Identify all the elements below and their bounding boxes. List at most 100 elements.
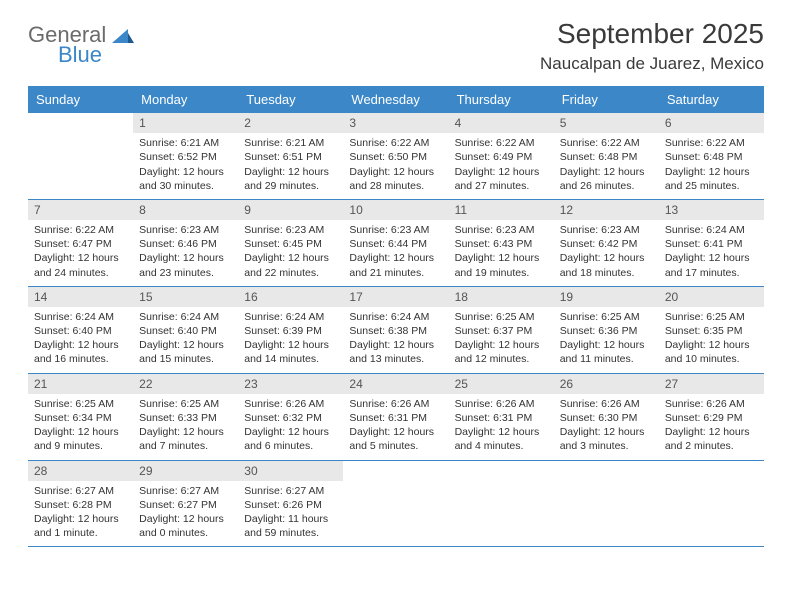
calendar-day-cell: 11Sunrise: 6:23 AMSunset: 6:43 PMDayligh… [449, 199, 554, 286]
sunset-text: Sunset: 6:42 PM [560, 237, 653, 251]
sunset-text: Sunset: 6:31 PM [455, 411, 548, 425]
logo-word2: Blue [58, 44, 106, 66]
daylight-text: Daylight: 12 hours [455, 425, 548, 439]
daylight-text: Daylight: 12 hours [139, 425, 232, 439]
calendar-day-cell: 30Sunrise: 6:27 AMSunset: 6:26 PMDayligh… [238, 460, 343, 547]
day-number: 9 [238, 200, 343, 220]
calendar-day-cell: 28Sunrise: 6:27 AMSunset: 6:28 PMDayligh… [28, 460, 133, 547]
daylight-text: Daylight: 12 hours [665, 338, 758, 352]
sunrise-text: Sunrise: 6:24 AM [665, 223, 758, 237]
month-title: September 2025 [540, 18, 764, 50]
daylight-text-2: and 29 minutes. [244, 179, 337, 193]
calendar-day-cell: 6Sunrise: 6:22 AMSunset: 6:48 PMDaylight… [659, 113, 764, 199]
header: General Blue September 2025 Naucalpan de… [28, 18, 764, 74]
day-number: 27 [659, 374, 764, 394]
calendar-day-cell: 9Sunrise: 6:23 AMSunset: 6:45 PMDaylight… [238, 199, 343, 286]
day-content: Sunrise: 6:23 AMSunset: 6:46 PMDaylight:… [133, 220, 238, 286]
sunset-text: Sunset: 6:27 PM [139, 498, 232, 512]
day-content: Sunrise: 6:24 AMSunset: 6:39 PMDaylight:… [238, 307, 343, 373]
day-number: 8 [133, 200, 238, 220]
sunrise-text: Sunrise: 6:27 AM [139, 484, 232, 498]
day-number: 16 [238, 287, 343, 307]
sunrise-text: Sunrise: 6:26 AM [244, 397, 337, 411]
day-number: 19 [554, 287, 659, 307]
sunset-text: Sunset: 6:35 PM [665, 324, 758, 338]
calendar-week-row: 1Sunrise: 6:21 AMSunset: 6:52 PMDaylight… [28, 113, 764, 199]
sunrise-text: Sunrise: 6:26 AM [349, 397, 442, 411]
calendar-day-cell: 12Sunrise: 6:23 AMSunset: 6:42 PMDayligh… [554, 199, 659, 286]
calendar-day-cell: 19Sunrise: 6:25 AMSunset: 6:36 PMDayligh… [554, 286, 659, 373]
day-number: 21 [28, 374, 133, 394]
calendar-week-row: 21 Sunrise: 6:25 AMSunset: 6:34 PM Dayligh… [28, 373, 764, 460]
sunset-text: Sunset: 6:26 PM [244, 498, 337, 512]
calendar-day-cell: 23Sunrise: 6:26 AMSunset: 6:32 PMDayligh… [238, 373, 343, 460]
daylight-text: Daylight: 12 hours [455, 165, 548, 179]
day-number: 7 [28, 200, 133, 220]
daylight-text: Daylight: 12 hours [455, 338, 548, 352]
sunrise-text: Sunrise: 6:26 AM [665, 397, 758, 411]
sunrise-text: Sunrise: 6:22 AM [560, 136, 653, 150]
daylight-text-2: and 30 minutes. [139, 179, 232, 193]
calendar-day-cell: 25Sunrise: 6:26 AMSunset: 6:31 PMDayligh… [449, 373, 554, 460]
sunset-text: Sunset: 6:48 PM [560, 150, 653, 164]
calendar-day-cell: 8Sunrise: 6:23 AMSunset: 6:46 PMDaylight… [133, 199, 238, 286]
sunrise-text: Sunrise: 6:23 AM [560, 223, 653, 237]
sunrise-text: Sunrise: 6:25 AM [34, 397, 127, 411]
daylight-text-2: and 5 minutes. [349, 439, 442, 453]
weekday-header: Friday [554, 86, 659, 113]
day-content: Sunrise: 6:22 AMSunset: 6:48 PMDaylight:… [659, 133, 764, 199]
calendar-day-cell: 22Sunrise: 6:25 AMSunset: 6:33 PMDayligh… [133, 373, 238, 460]
sunset-text: Sunset: 6:48 PM [665, 150, 758, 164]
day-number: 23 [238, 374, 343, 394]
sunrise-text: Sunrise: 6:25 AM [665, 310, 758, 324]
day-number: 11 [449, 200, 554, 220]
day-content: Sunrise: 6:27 AMSunset: 6:27 PMDaylight:… [133, 481, 238, 547]
daylight-text-2: and 18 minutes. [560, 266, 653, 280]
sunrise-text: Sunrise: 6:25 AM [560, 310, 653, 324]
daylight-text-2: and 14 minutes. [244, 352, 337, 366]
daylight-text-2: and 23 minutes. [139, 266, 232, 280]
sunset-text: Sunset: 6:39 PM [244, 324, 337, 338]
calendar-body: 1Sunrise: 6:21 AMSunset: 6:52 PMDaylight… [28, 113, 764, 547]
day-content: Sunrise: 6:24 AMSunset: 6:41 PMDaylight:… [659, 220, 764, 286]
title-block: September 2025 Naucalpan de Juarez, Mexi… [540, 18, 764, 74]
sunset-text: Sunset: 6:38 PM [349, 324, 442, 338]
daylight-text: Daylight: 12 hours [139, 338, 232, 352]
day-number: 17 [343, 287, 448, 307]
day-content: Sunrise: 6:25 AMSunset: 6:36 PMDaylight:… [554, 307, 659, 373]
sunset-text: Sunset: 6:29 PM [665, 411, 758, 425]
daylight-text-2: and 15 minutes. [139, 352, 232, 366]
weekday-header: Thursday [449, 86, 554, 113]
day-number: 14 [28, 287, 133, 307]
day-content: Sunrise: 6:21 AMSunset: 6:51 PMDaylight:… [238, 133, 343, 199]
daylight-text: Daylight: 12 hours [665, 425, 758, 439]
calendar-day-cell: 29Sunrise: 6:27 AMSunset: 6:27 PMDayligh… [133, 460, 238, 547]
daylight-text: Daylight: 12 hours [665, 165, 758, 179]
sunset-text: Sunset: 6:34 PM [34, 411, 127, 425]
daylight-text: Daylight: 12 hours [244, 165, 337, 179]
sunrise-text: Sunrise: 6:24 AM [244, 310, 337, 324]
day-number: 22 [133, 374, 238, 394]
weekday-header: Sunday [28, 86, 133, 113]
day-number: 24 [343, 374, 448, 394]
sunset-text: Sunset: 6:52 PM [139, 150, 232, 164]
sunrise-text: Sunrise: 6:26 AM [455, 397, 548, 411]
sunset-text: Sunset: 6:41 PM [665, 237, 758, 251]
sunrise-text: Sunrise: 6:25 AM [455, 310, 548, 324]
daylight-text-2: and 26 minutes. [560, 179, 653, 193]
sunset-text: Sunset: 6:45 PM [244, 237, 337, 251]
daylight-text-2: and 10 minutes. [665, 352, 758, 366]
day-content: Sunrise: 6:24 AMSunset: 6:40 PMDaylight:… [28, 307, 133, 373]
calendar-day-cell: 24Sunrise: 6:26 AMSunset: 6:31 PMDayligh… [343, 373, 448, 460]
weekday-header: Tuesday [238, 86, 343, 113]
daylight-text: Daylight: 12 hours [349, 425, 442, 439]
daylight-text-2: and 12 minutes. [455, 352, 548, 366]
daylight-text: Daylight: 12 hours [139, 512, 232, 526]
day-number: 13 [659, 200, 764, 220]
day-number: 5 [554, 113, 659, 133]
calendar-day-cell: 3Sunrise: 6:22 AMSunset: 6:50 PMDaylight… [343, 113, 448, 199]
calendar-header-row: SundayMondayTuesdayWednesdayThursdayFrid… [28, 86, 764, 113]
sunset-text: Sunset: 6:28 PM [34, 498, 127, 512]
calendar-day-cell: 10Sunrise: 6:23 AMSunset: 6:44 PMDayligh… [343, 199, 448, 286]
calendar-empty-cell [28, 113, 133, 199]
